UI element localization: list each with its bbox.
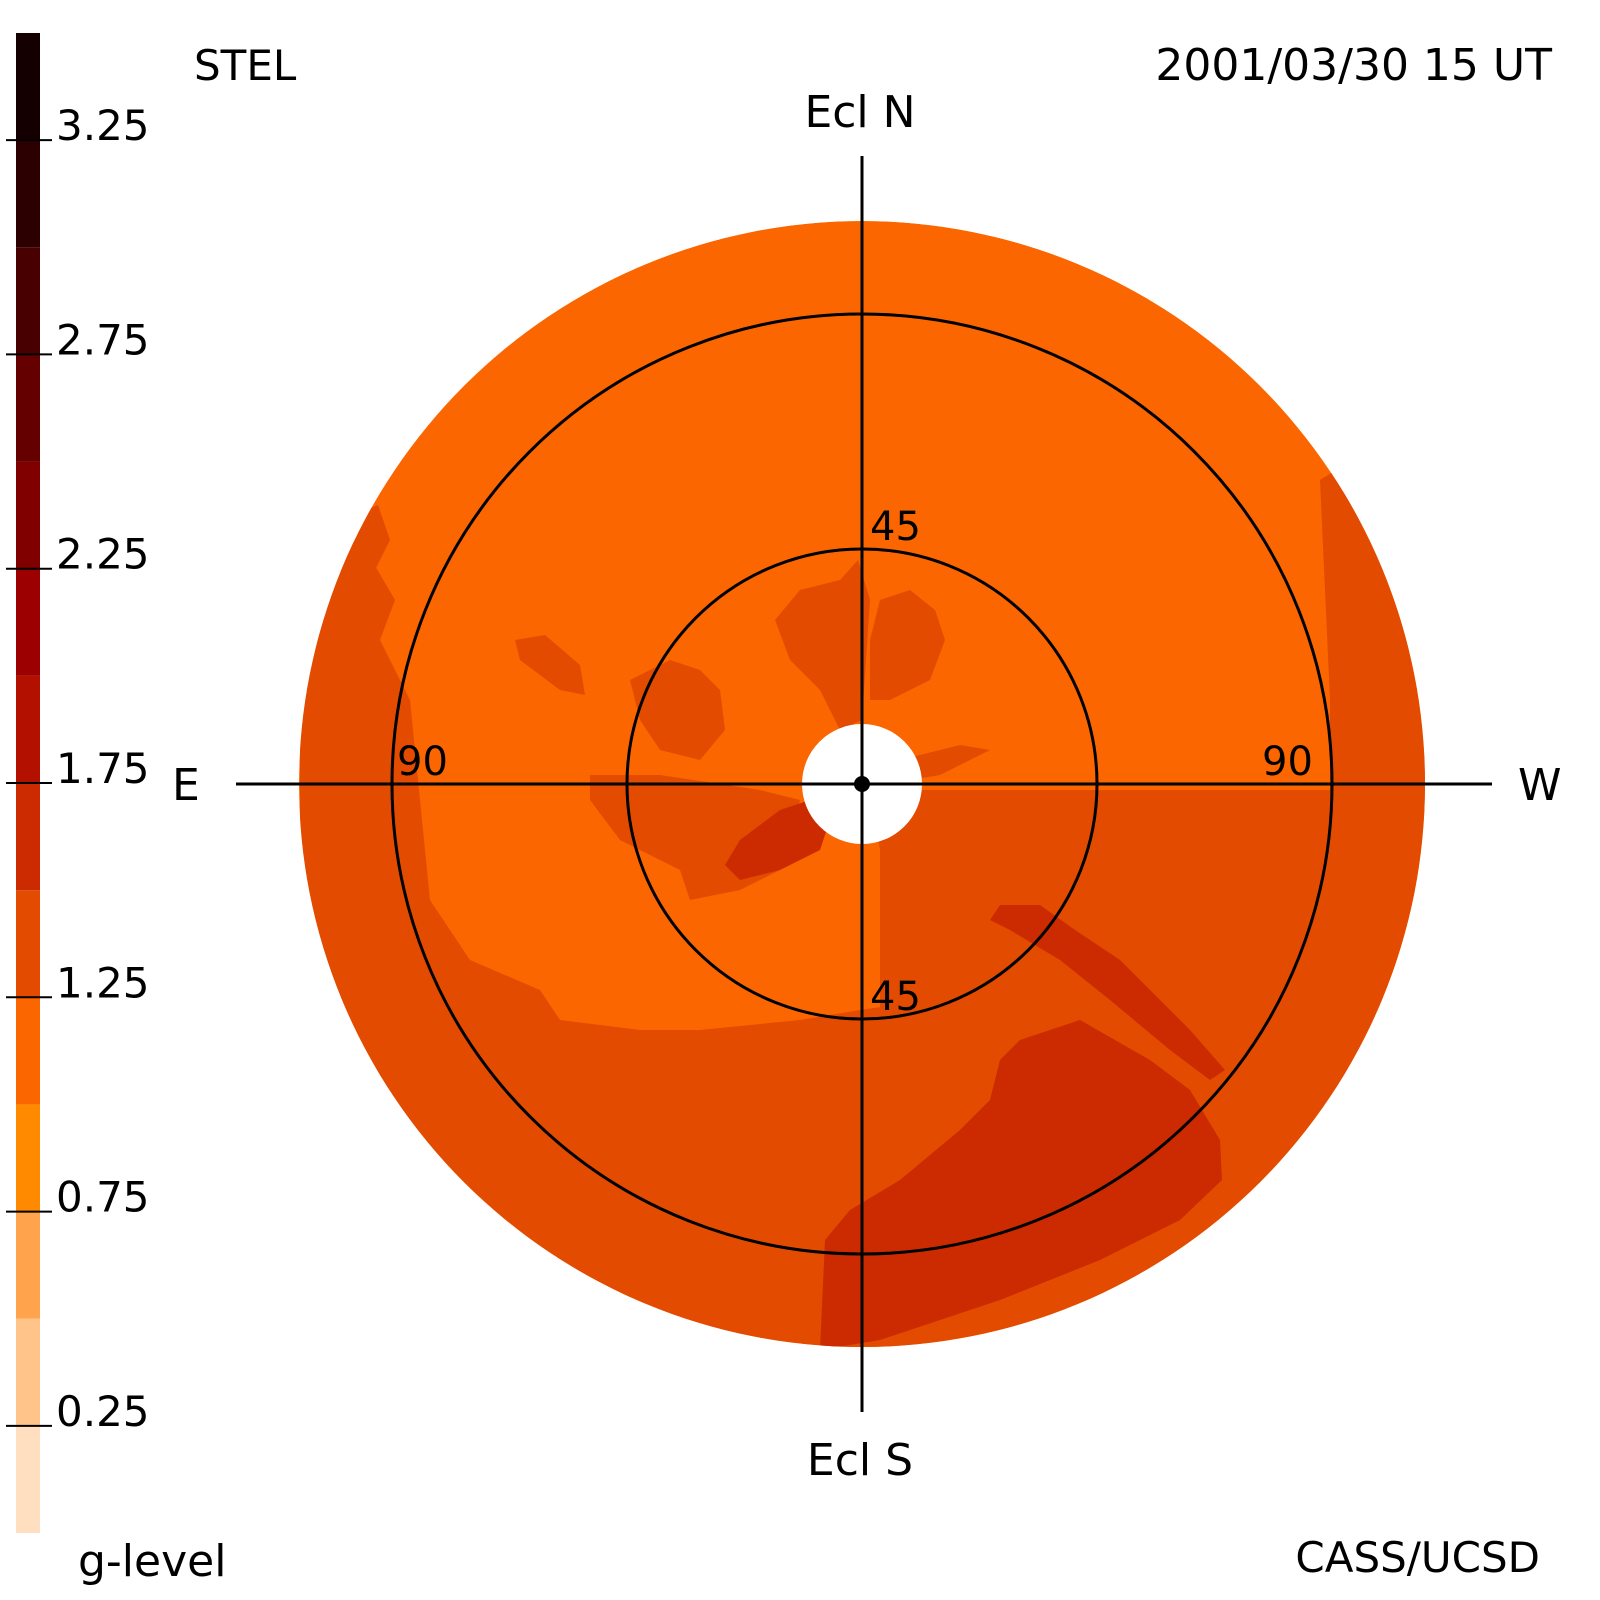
colorbar-tick-label-0: 3.25	[56, 101, 150, 150]
colorbar-tick-label-2: 2.25	[56, 530, 150, 579]
colorbar-ticks: 3.25 2.75 2.25 1.75 1.25 0.75 0.25	[6, 101, 150, 1436]
colorbar-band-13	[16, 33, 40, 141]
colorbar-tick-label-1: 2.75	[56, 315, 150, 364]
colorbar-band-10	[16, 354, 40, 462]
inner-lobe-north	[775, 560, 870, 730]
inner-core-streak	[725, 800, 830, 880]
colorbar-band-0	[16, 1425, 40, 1533]
colorbar-band-7	[16, 675, 40, 783]
inner-southwest	[870, 790, 1100, 1010]
colorbar-tick-label-6: 0.25	[56, 1387, 150, 1436]
colorbar	[16, 33, 40, 1533]
inner-west-spike	[900, 745, 990, 780]
timestamp-label: 2001/03/30 15 UT	[1155, 40, 1552, 91]
colorbar-tick-label-4: 1.25	[56, 958, 150, 1007]
instrument-label: STEL	[194, 41, 297, 90]
colorbar-tick-label-3: 1.75	[56, 744, 150, 793]
inner-lobe-west	[630, 660, 725, 760]
compass-east-label: E	[172, 760, 200, 811]
colorbar-band-4	[16, 997, 40, 1105]
southwest-streak	[990, 905, 1225, 1080]
sun-center-dot	[854, 776, 870, 792]
colorbar-band-2	[16, 1211, 40, 1319]
ring-label-45-south: 45	[870, 974, 921, 1020]
colorbar-tick-label-5: 0.75	[56, 1173, 150, 1222]
colorbar-band-11	[16, 247, 40, 355]
east-streak	[515, 635, 585, 695]
ring-label-45-north: 45	[870, 504, 921, 550]
colorbar-band-5	[16, 890, 40, 998]
compass-north-label: Ecl N	[804, 87, 915, 138]
colorbar-band-12	[16, 140, 40, 248]
inner-lobe-north-east	[870, 590, 945, 700]
colorbar-title: g-level	[78, 1536, 226, 1587]
southwest-enhancement	[820, 1020, 1222, 1347]
compass-south-label: Ecl S	[807, 1435, 913, 1486]
compass-west-label: W	[1518, 760, 1562, 811]
colorbar-band-9	[16, 461, 40, 569]
colorbar-band-6	[16, 783, 40, 891]
colorbar-band-3	[16, 1104, 40, 1212]
colorbar-band-8	[16, 568, 40, 676]
credit-label: CASS/UCSD	[1295, 1533, 1540, 1582]
ring-label-90-east: 90	[397, 739, 448, 785]
colorbar-band-1	[16, 1318, 40, 1426]
ring-label-90-west: 90	[1262, 739, 1313, 785]
